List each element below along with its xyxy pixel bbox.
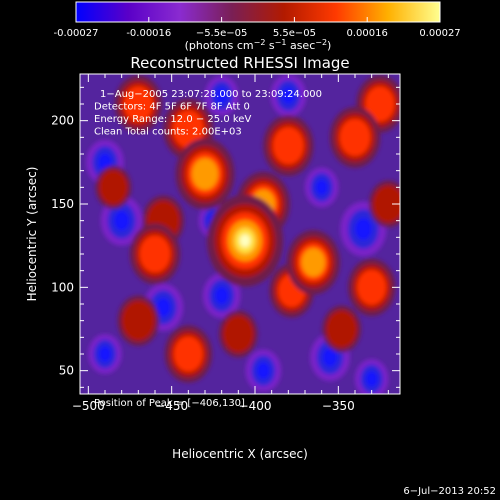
colorbar-tick-label: -0.00027 [54,28,99,39]
heatmap-blob [139,235,171,273]
y-axis: 50 100 150 200 [51,86,400,388]
colorbar-tick-label: −5.5e−05 [196,28,248,39]
colorbar-tick-label: 0.00027 [419,28,460,39]
colorbar-unit-label: (photons cm−2 s−1 asec−2) [185,38,332,52]
heatmap-blob-negative [365,371,378,387]
heatmap-blob-negative [215,87,228,104]
heatmap-blob [222,315,254,353]
heatmap-blob-negative [214,286,229,305]
y-tick-label: 150 [51,197,74,211]
x-tick-label: −500 [72,399,105,413]
y-tick-label: 100 [51,280,74,294]
colorbar-gradient [75,1,441,23]
heatmap-blob [123,86,154,122]
annotation-line: Clean Total counts: 2.00E+03 [94,127,242,138]
heatmap-blob [121,300,156,341]
heatmap-image [80,74,400,394]
colorbar-tick-label: 0.00016 [347,28,388,39]
heatmap-blob [356,269,387,306]
heatmap-blob [239,234,251,248]
annotation-block: 1−Aug−2005 23:07:28.000 to 23:09:24.000 D… [94,89,322,138]
x-tick-label: −350 [322,399,355,413]
heatmap-blob [172,110,204,148]
heatmap-blob-negative [322,347,338,367]
y-axis-label: Heliocentric Y (arcsec) [25,167,39,302]
x-tick-label: −400 [239,399,272,413]
heatmap-blob [272,126,304,165]
heatmap-blob-negative [354,218,372,240]
annotation-line: 1−Aug−2005 23:07:28.000 to 23:09:24.000 [100,89,322,100]
colorbar-tick-label: -0.00016 [126,28,171,39]
footer-date: 6−Jul−2013 20:52 [403,486,496,497]
plot-frame [79,73,401,395]
colorbar: -0.00027 -0.00016 −5.5e−05 5.5e−05 0.00016 0.… [54,1,461,52]
heatmap-blob-negative [315,179,328,196]
heatmap-blob [326,310,358,348]
peak-position-label: Position of Peak = [−406,130] [94,398,245,409]
heatmap-blob [191,157,219,191]
chart-title: Reconstructed RHESSI Image [130,54,349,72]
heatmap-blob-negative [256,362,270,380]
heatmap-blob-negative [98,346,112,362]
heatmap-blob [365,86,395,122]
annotation-line: Detectors: 4F 5F 6F 7F 8F Att 0 [94,102,250,113]
heatmap-blob [301,247,326,277]
heatmap-blob [372,185,400,223]
heatmap-blob-negative [156,297,171,317]
heatmap-blob-negative [114,210,130,231]
x-axis-label: Heliocentric X (arcsec) [172,447,308,461]
colorbar-tick-label: 5.5e−05 [273,28,316,39]
x-tick-label: −450 [155,399,188,413]
colorbar-ticks [75,17,441,22]
x-axis: −500 −450 −400 −350 [72,74,389,413]
annotation-line: Energy Range: 12.0 − 25.0 keV [94,114,251,125]
y-tick-label: 50 [59,364,74,378]
heatmap-blob [98,169,128,205]
heatmap-blob [173,336,204,372]
colorbar-tick-labels: -0.00027 -0.00016 −5.5e−05 5.5e−05 0.00016 0.… [54,28,461,39]
heatmap-blob [339,118,371,157]
heatmap-blob-negative [281,87,295,105]
y-tick-label: 200 [51,114,74,128]
